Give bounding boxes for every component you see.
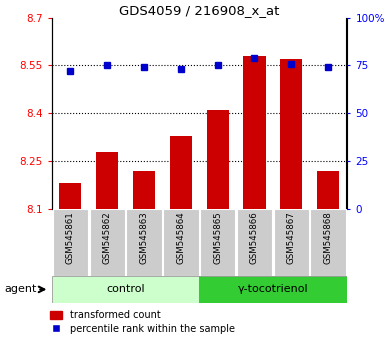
Bar xyxy=(163,209,199,276)
Text: agent: agent xyxy=(4,284,37,295)
Bar xyxy=(170,136,192,209)
Text: GSM545863: GSM545863 xyxy=(139,211,149,264)
Title: GDS4059 / 216908_x_at: GDS4059 / 216908_x_at xyxy=(119,4,280,17)
Bar xyxy=(52,276,199,303)
Bar xyxy=(317,171,339,209)
Bar xyxy=(200,209,235,276)
Bar xyxy=(207,110,229,209)
Bar xyxy=(280,59,302,209)
Bar xyxy=(59,183,82,209)
Bar xyxy=(237,209,272,276)
Text: GSM545865: GSM545865 xyxy=(213,211,222,264)
Bar xyxy=(133,171,155,209)
Text: γ-tocotrienol: γ-tocotrienol xyxy=(238,284,308,295)
Bar xyxy=(96,152,118,209)
Text: GSM545868: GSM545868 xyxy=(323,211,333,264)
Text: GSM545861: GSM545861 xyxy=(66,211,75,264)
Bar xyxy=(199,276,346,303)
Bar xyxy=(243,56,266,209)
Text: GSM545862: GSM545862 xyxy=(103,211,112,264)
Legend: transformed count, percentile rank within the sample: transformed count, percentile rank withi… xyxy=(46,306,238,338)
Bar xyxy=(126,209,162,276)
Bar xyxy=(310,209,346,276)
Text: GSM545867: GSM545867 xyxy=(287,211,296,264)
Bar xyxy=(53,209,88,276)
Text: control: control xyxy=(106,284,145,295)
Text: GSM545866: GSM545866 xyxy=(250,211,259,264)
Bar xyxy=(90,209,125,276)
Text: GSM545864: GSM545864 xyxy=(176,211,185,264)
Bar xyxy=(274,209,309,276)
